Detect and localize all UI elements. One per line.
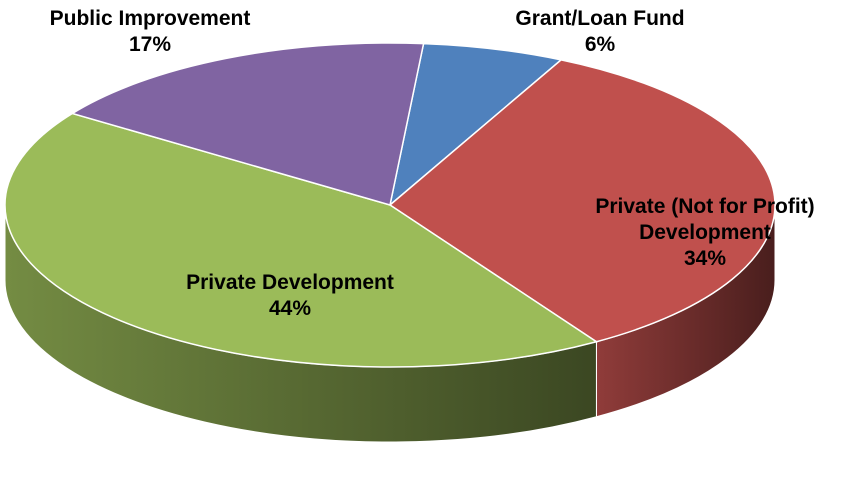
value-label: 44%	[268, 297, 312, 320]
slice-label: Private (Not for Profit) Development 34%	[560, 194, 850, 272]
value-label: 6%	[584, 33, 616, 56]
slice	[70, 42, 425, 206]
slice-label: Public Improvement 17%	[20, 6, 280, 58]
slice	[388, 59, 776, 418]
slice-top	[4, 112, 599, 368]
value-label: 17%	[128, 33, 172, 56]
slice-label: Private Development 44%	[130, 270, 450, 322]
slice	[388, 42, 563, 207]
slice	[4, 112, 599, 443]
slice-top	[70, 42, 425, 206]
slice-label: Grant/Loan Fund 6%	[480, 6, 720, 58]
category-name: Grant/Loan Fund	[515, 7, 685, 30]
category-name: Private (Not for Profit) Development	[595, 195, 815, 244]
category-name: Private Development	[186, 271, 394, 294]
slice-top	[388, 59, 776, 343]
slice-top	[388, 42, 563, 207]
value-label: 34%	[683, 247, 727, 270]
category-name: Public Improvement	[49, 7, 251, 30]
